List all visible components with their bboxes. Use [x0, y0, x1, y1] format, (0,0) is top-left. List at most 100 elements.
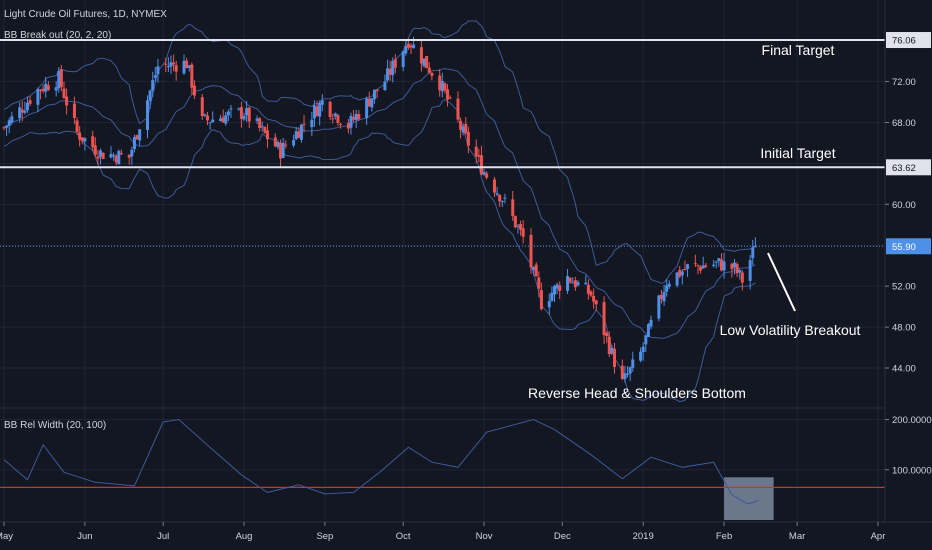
candle-body[interactable] [391, 60, 395, 76]
candle[interactable] [5, 124, 9, 136]
candle[interactable] [205, 111, 209, 126]
candle[interactable] [409, 43, 413, 55]
candle-body[interactable] [333, 113, 337, 117]
candle[interactable] [245, 100, 249, 122]
candle-body[interactable] [75, 120, 79, 132]
candle-body[interactable] [263, 126, 267, 133]
candle[interactable] [628, 366, 632, 381]
candle-body[interactable] [127, 154, 131, 158]
candle-body[interactable] [138, 129, 142, 141]
candle[interactable] [594, 299, 598, 312]
candle-body[interactable] [558, 285, 562, 291]
candle-body[interactable] [419, 47, 423, 64]
candle-body[interactable] [349, 115, 353, 128]
candle[interactable] [521, 219, 525, 244]
candle[interactable] [456, 91, 460, 123]
candle[interactable] [566, 269, 570, 294]
candle[interactable] [145, 95, 149, 139]
candle[interactable] [573, 276, 577, 291]
candle[interactable] [738, 268, 742, 280]
candle-body[interactable] [182, 60, 186, 74]
candle-body[interactable] [28, 100, 32, 104]
candle-body[interactable] [44, 83, 48, 92]
candle[interactable] [503, 193, 507, 204]
candle[interactable] [571, 277, 575, 284]
candle-body[interactable] [41, 88, 45, 92]
candle-body[interactable] [722, 261, 726, 271]
candle-body[interactable] [719, 259, 723, 271]
candle-body[interactable] [372, 89, 376, 100]
candle[interactable] [80, 137, 84, 145]
candle[interactable] [584, 275, 588, 285]
candle[interactable] [242, 112, 246, 121]
candle-body[interactable] [427, 67, 431, 73]
candle[interactable] [229, 104, 233, 118]
candle[interactable] [422, 58, 426, 68]
candle[interactable] [748, 254, 752, 290]
candle-body[interactable] [65, 96, 69, 106]
candle[interactable] [365, 96, 369, 125]
candle-body[interactable] [255, 118, 259, 121]
candle[interactable] [297, 127, 301, 138]
candle-body[interactable] [430, 72, 434, 76]
candle[interactable] [219, 114, 223, 122]
candle[interactable] [302, 114, 306, 133]
candle[interactable] [237, 107, 241, 111]
candle[interactable] [169, 55, 173, 74]
candle-body[interactable] [568, 277, 572, 283]
candle[interactable] [299, 123, 303, 143]
candlestick-series[interactable] [2, 36, 757, 383]
candle-body[interactable] [279, 142, 283, 159]
candle-body[interactable] [464, 123, 468, 134]
candle[interactable] [665, 279, 669, 297]
candle[interactable] [339, 122, 343, 129]
candle-body[interactable] [474, 146, 478, 157]
candle[interactable] [119, 149, 123, 156]
candle-body[interactable] [260, 126, 264, 128]
candle[interactable] [446, 83, 450, 107]
candle[interactable] [459, 117, 463, 139]
candle[interactable] [99, 148, 103, 165]
candle[interactable] [701, 256, 705, 269]
candle-body[interactable] [641, 346, 645, 353]
candle[interactable] [466, 126, 470, 154]
candle[interactable] [717, 257, 721, 267]
candle[interactable] [683, 260, 687, 271]
candle-body[interactable] [294, 131, 298, 140]
candle[interactable] [644, 335, 648, 353]
candle[interactable] [547, 293, 551, 315]
candle[interactable] [474, 139, 478, 164]
candle[interactable] [192, 80, 196, 100]
candle-body[interactable] [96, 156, 100, 159]
candle-body[interactable] [678, 270, 682, 277]
candle-body[interactable] [318, 102, 322, 117]
candle[interactable] [477, 148, 481, 163]
candle[interactable] [36, 87, 40, 112]
candle[interactable] [135, 134, 139, 140]
candle[interactable] [440, 72, 444, 98]
candle-body[interactable] [513, 216, 517, 228]
candle[interactable] [185, 57, 189, 69]
candle[interactable] [266, 123, 270, 148]
candle-body[interactable] [153, 75, 157, 78]
candle-body[interactable] [78, 132, 82, 140]
candle-body[interactable] [148, 90, 152, 101]
candle-body[interactable] [751, 247, 755, 259]
candle-body[interactable] [266, 130, 270, 140]
candle-body[interactable] [500, 200, 504, 202]
candle-body[interactable] [644, 335, 648, 345]
candle[interactable] [263, 126, 267, 134]
candle[interactable] [331, 113, 335, 124]
candle[interactable] [639, 347, 643, 363]
candle[interactable] [164, 57, 168, 73]
candle[interactable] [320, 94, 324, 112]
candle[interactable] [127, 154, 131, 165]
candle-body[interactable] [352, 117, 356, 120]
candle-body[interactable] [459, 120, 463, 130]
candle[interactable] [57, 67, 61, 93]
candle-body[interactable] [174, 65, 178, 72]
candle-body[interactable] [302, 123, 306, 125]
candle[interactable] [328, 100, 332, 121]
candle[interactable] [740, 270, 744, 291]
candle-body[interactable] [532, 267, 536, 270]
